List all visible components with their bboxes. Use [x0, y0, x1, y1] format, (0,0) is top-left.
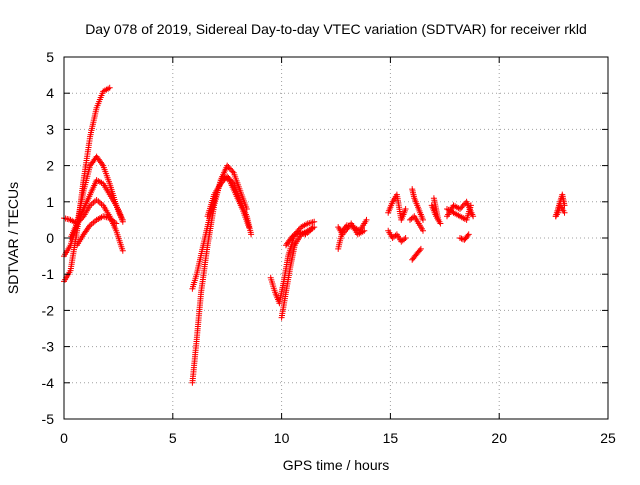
y-tick-label: -5 — [42, 411, 55, 427]
y-tick-label: 4 — [46, 85, 54, 101]
y-tick-label: 1 — [46, 194, 54, 210]
data-point-markers — [407, 213, 426, 234]
data-point-markers — [204, 173, 255, 238]
series-arc-c3 — [283, 225, 316, 249]
y-tick-label: -2 — [42, 302, 55, 318]
data-point-markers — [409, 245, 424, 263]
series-arc-e1 — [385, 191, 409, 223]
data-point-markers — [74, 213, 120, 249]
y-axis-label: SDTVAR / TECUs — [5, 182, 21, 294]
x-tick-label: 20 — [491, 430, 507, 446]
y-tick-label: -1 — [42, 266, 55, 282]
data-point-markers — [335, 220, 368, 238]
series-arc-d2 — [335, 220, 368, 238]
series-arc-h2 — [444, 202, 474, 223]
data-point-markers — [457, 231, 472, 243]
chart-title: Day 078 of 2019, Sidereal Day-to-day VTE… — [85, 21, 587, 37]
data-point-markers — [430, 195, 442, 223]
x-tick-label: 15 — [383, 430, 399, 446]
data-point-markers — [283, 225, 316, 249]
grid-lines — [64, 57, 608, 419]
y-tick-label: -4 — [42, 375, 55, 391]
axis-ticks: 0 5 10 15 20 25 -5 -4 -3 -2 -1 0 1 2 3 4 5 — [42, 49, 616, 446]
data-point-markers — [278, 224, 318, 321]
x-tick-label: 5 — [169, 430, 177, 446]
x-tick-label: 0 — [60, 430, 68, 446]
x-tick-label: 25 — [600, 430, 616, 446]
series-arc-b3 — [204, 173, 255, 238]
data-point-markers — [444, 202, 474, 223]
series-arc-h3 — [457, 231, 472, 243]
y-tick-label: 2 — [46, 158, 54, 174]
series-arc-f1 — [409, 186, 426, 223]
series-arc-i2 — [552, 202, 568, 220]
data-point-markers — [409, 186, 426, 223]
series-arc-a5 — [74, 213, 120, 249]
x-tick-label: 10 — [274, 430, 290, 446]
y-tick-label: -3 — [42, 339, 55, 355]
series-arc-f3 — [407, 213, 426, 234]
data-point-markers — [385, 227, 409, 245]
data-point-markers — [385, 191, 409, 223]
y-tick-label: 0 — [46, 230, 54, 246]
series-arc-e2 — [385, 227, 409, 245]
series-arc-g2 — [430, 195, 442, 223]
y-tick-label: 5 — [46, 49, 54, 65]
series-arc-f2 — [409, 245, 424, 263]
data-point-markers — [552, 202, 568, 220]
y-tick-label: 3 — [46, 121, 54, 137]
x-axis-label: GPS time / hours — [283, 457, 390, 473]
series-arc-c2 — [278, 224, 318, 321]
data-points — [61, 84, 568, 386]
